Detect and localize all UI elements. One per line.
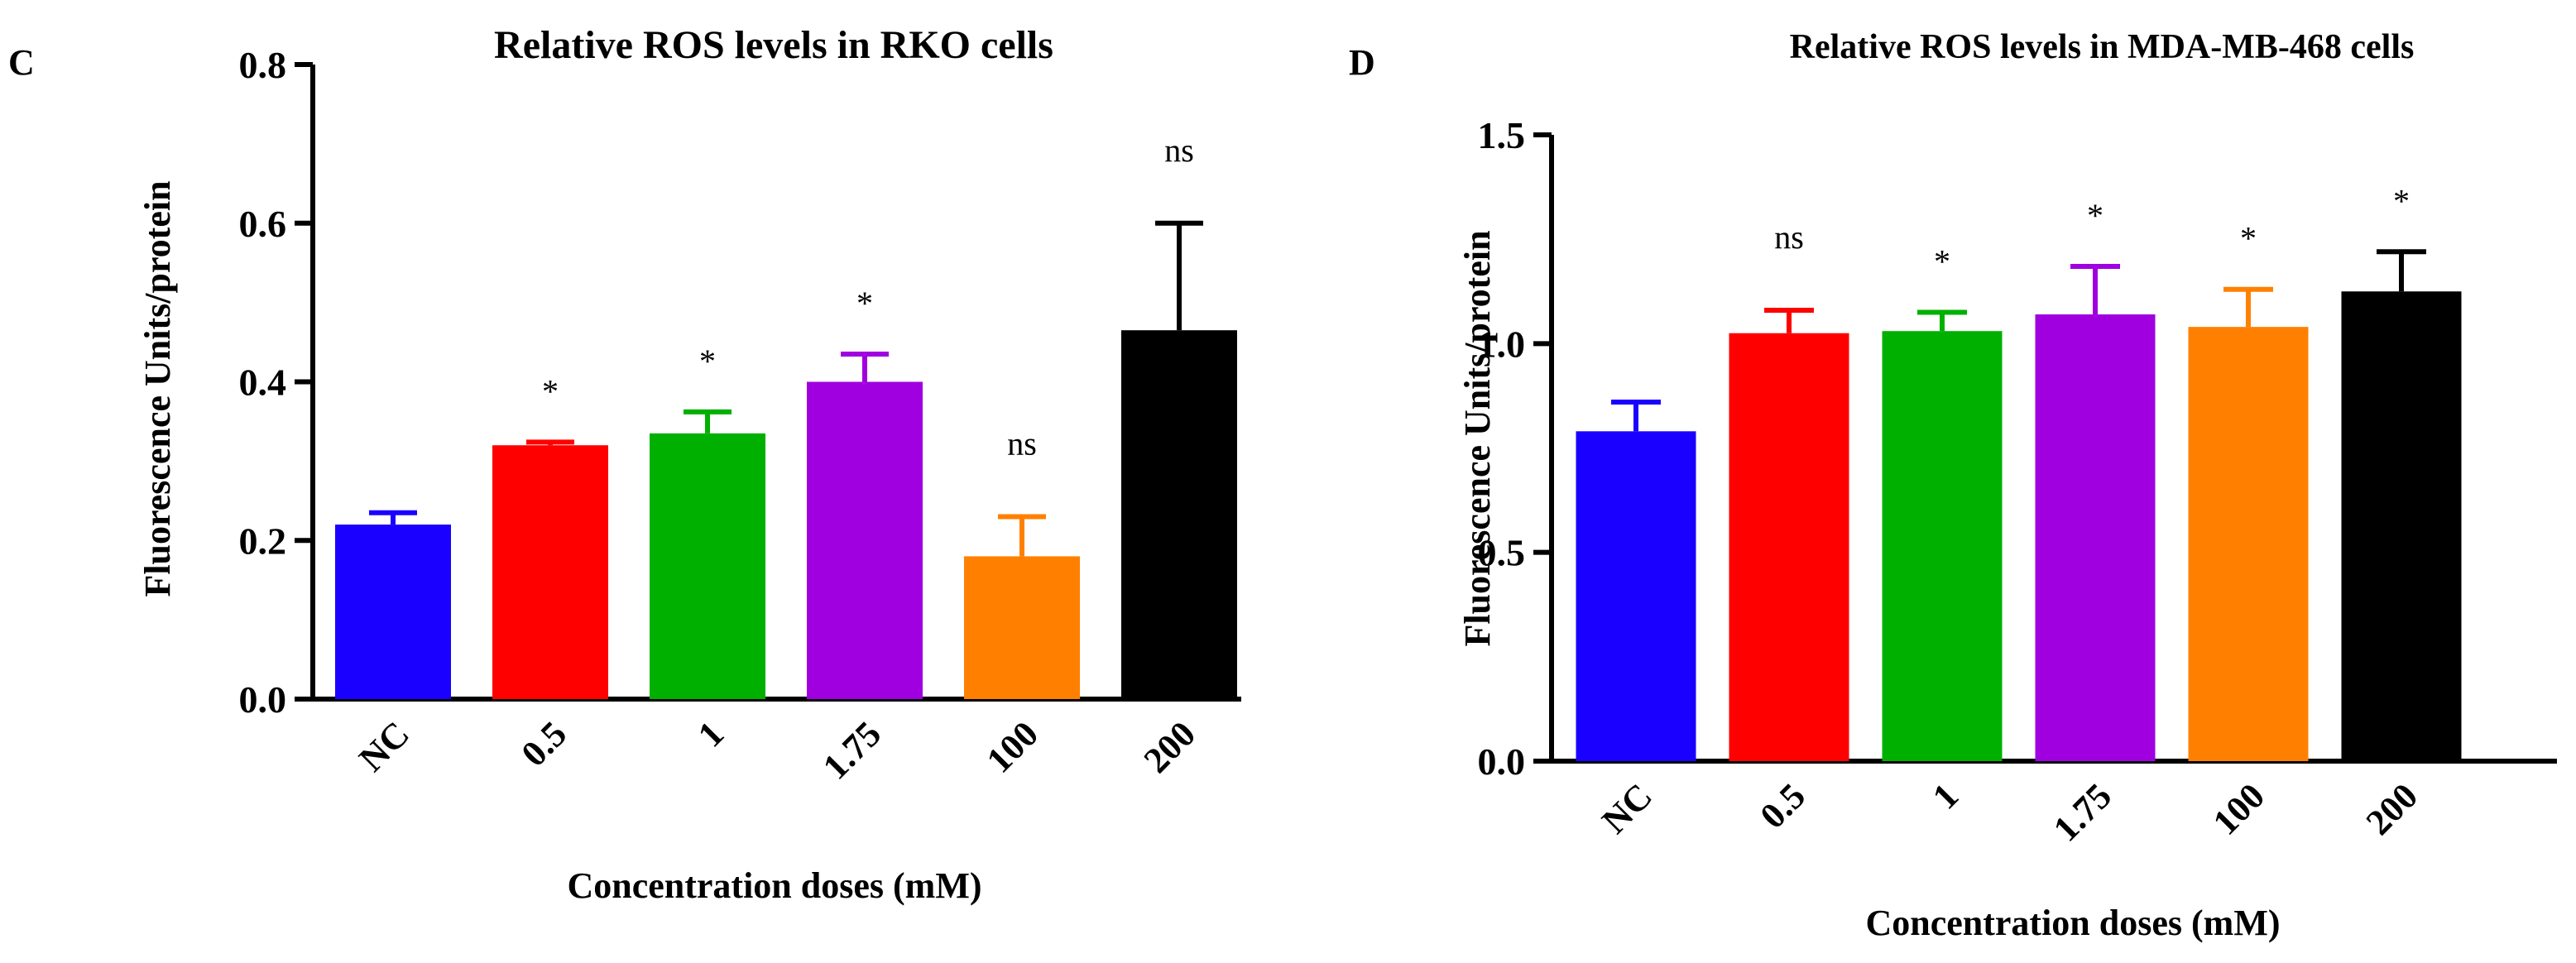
chart-panel-c: C Relative ROS levels in RKO cells Fluor…	[8, 23, 1241, 906]
x-tick-label-c-2: 1	[690, 713, 732, 755]
x-tick-label-d-5: 200	[2358, 775, 2425, 842]
x-axis-label-d: Concentration doses (mM)	[1865, 903, 2280, 943]
significance-label-c-1: *	[542, 372, 559, 410]
y-tick-label-c: 0.4	[239, 362, 287, 404]
y-tick-label-c: 0.0	[239, 678, 287, 721]
bar-c-4	[964, 556, 1080, 699]
bar-c-5	[1121, 330, 1237, 699]
significance-label-d-5: *	[2393, 182, 2410, 219]
bar-c-1	[492, 445, 608, 699]
plot-area-d: 0.0 0.5 1.0 1.5 NC ns 0.5 * 1 * 1.75 * 100 * 200	[1478, 114, 2557, 850]
x-axis-label-c: Concentration doses (mM)	[567, 865, 981, 906]
chart-title-d: Relative ROS levels in MDA-MB-468 cells	[1790, 28, 2415, 66]
significance-label-d-1: ns	[1774, 218, 1804, 256]
x-tick-label-c-3: 1.75	[815, 713, 889, 787]
chart-panel-d: D Relative ROS levels in MDA-MB-468 cell…	[1349, 28, 2557, 943]
y-tick-label-c: 0.8	[239, 44, 287, 86]
significance-label-c-3: *	[856, 285, 873, 322]
x-tick-label-c-5: 200	[1136, 713, 1203, 780]
y-tick-label-d: 1.5	[1478, 114, 1526, 156]
y-axis-label-c: Fluorescence Units/protein	[137, 180, 178, 596]
bar-c-0	[335, 525, 451, 699]
panel-letter-c: C	[8, 42, 35, 83]
bar-c-2	[650, 433, 765, 699]
x-tick-label-d-4: 100	[2205, 775, 2272, 842]
x-tick-label-d-1: 0.5	[1753, 775, 1814, 836]
panel-letter-d: D	[1349, 42, 1375, 83]
y-tick-label-c: 0.2	[239, 520, 287, 562]
bar-d-1	[1729, 333, 1849, 761]
x-tick-label-c-0: NC	[351, 713, 417, 779]
bar-d-4	[2188, 327, 2309, 761]
bar-d-2	[1882, 331, 2003, 761]
bar-d-5	[2341, 291, 2462, 761]
significance-label-d-4: *	[2240, 220, 2257, 257]
bar-c-3	[807, 381, 923, 699]
y-tick-label-d: 0.5	[1478, 532, 1526, 574]
x-tick-label-d-0: NC	[1594, 775, 1660, 841]
y-tick-label-d: 0.0	[1478, 740, 1526, 783]
y-tick-label-d: 1.0	[1478, 323, 1526, 365]
x-tick-label-c-1: 0.5	[514, 713, 575, 774]
significance-label-c-4: ns	[1007, 424, 1037, 462]
y-tick-label-c: 0.6	[239, 203, 287, 245]
significance-label-c-5: ns	[1164, 132, 1194, 169]
plot-area-c: 0.0 0.2 0.4 0.6 0.8 NC * 0.5 * 1 * 1.75 ns 100 ns 200	[239, 44, 1241, 788]
x-tick-label-d-3: 1.75	[2046, 775, 2119, 849]
x-tick-label-d-2: 1	[1925, 775, 1966, 817]
significance-label-d-3: *	[2087, 197, 2103, 234]
bar-d-3	[2035, 314, 2156, 761]
x-tick-label-c-4: 100	[979, 713, 1046, 780]
significance-label-d-2: *	[1934, 242, 1950, 280]
y-axis-label-d: Fluorescence Units/protein	[1457, 230, 1498, 646]
chart-title-c: Relative ROS levels in RKO cells	[494, 23, 1053, 67]
significance-label-c-2: *	[699, 343, 716, 380]
bar-d-0	[1576, 431, 1696, 761]
